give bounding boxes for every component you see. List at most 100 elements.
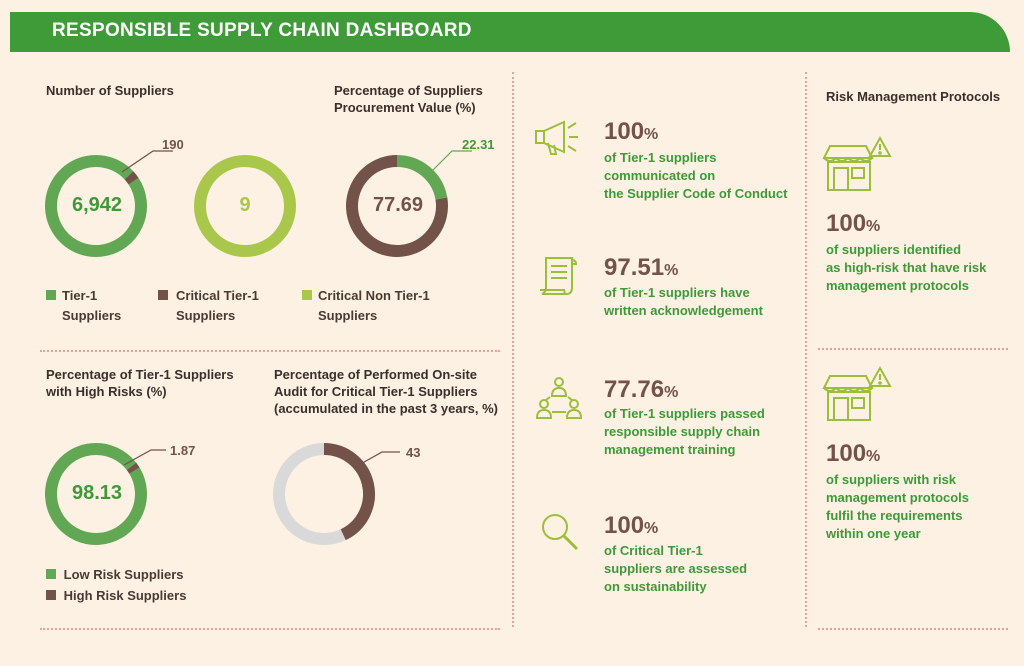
kpi-desc-4: of Critical Tier-1 suppliers are assesse… <box>604 542 747 596</box>
audit-title-line3: (accumulated in the past 3 years, %) <box>274 401 498 416</box>
divider-horizontal-right <box>818 348 1008 350</box>
kpi-desc-3: of Tier-1 suppliers passed responsible s… <box>604 405 765 459</box>
legend-label-critical-non-tier1-line2: Suppliers <box>318 308 378 323</box>
risk-value-2-number: 100 <box>826 440 867 467</box>
risk-desc-1-line3: management protocols <box>826 278 970 293</box>
risk-value-2-unit: % <box>866 448 881 465</box>
donut-slice-critical-tier1-value <box>346 155 448 257</box>
people-network-icon <box>535 376 583 420</box>
kpi-value-3-number: 77.76 <box>604 376 665 403</box>
header-banner <box>10 12 1010 52</box>
donut-slice-high-risk <box>126 462 140 474</box>
page-title: RESPONSIBLE SUPPLY CHAIN DASHBOARD <box>52 20 472 41</box>
legend-label-tier1-line2: Suppliers <box>62 308 122 323</box>
risk-desc-1: of suppliers identified as high-risk tha… <box>826 241 986 295</box>
legend-item-tier1: Tier-1 Suppliers <box>46 286 121 323</box>
audit-title-line2: Audit for Critical Tier-1 Suppliers <box>274 384 478 399</box>
donut-center-label-tier1: 6,942 <box>71 194 123 216</box>
kpi-desc-3-line1: of Tier-1 suppliers passed <box>604 406 765 421</box>
callout-label-22-31: 22.31 <box>462 137 495 152</box>
donut-center-label-critical-non-tier1: 9 <box>239 194 251 216</box>
risk-value-2: 100% <box>826 440 880 468</box>
kpi-value-3-unit: % <box>664 384 679 401</box>
callout-label-43: 43 <box>406 445 421 460</box>
kpi-desc-1-line2: communicated on <box>604 168 716 183</box>
kpi-value-2: 97.51% <box>604 254 678 282</box>
donut-critical-non-tier1 <box>194 155 296 257</box>
legend-item-high-risk: High Risk Suppliers <box>46 586 186 606</box>
high-risk-title-line2: with High Risks (%) <box>46 384 167 399</box>
donut-procurement-value <box>346 150 472 257</box>
donut-high-risk <box>44 443 166 545</box>
procurement-title: Percentage of Suppliers Procurement Valu… <box>334 82 483 116</box>
scroll-document-icon <box>538 254 580 296</box>
donut-slice-low-risk <box>44 443 147 545</box>
audit-title: Percentage of Performed On-site Audit fo… <box>274 366 498 417</box>
legend-label-tier1-line1: Tier-1 <box>62 288 98 303</box>
kpi-value-4-number: 100 <box>604 512 645 539</box>
legend-swatch-low-risk <box>46 569 56 579</box>
procurement-title-line2: Procurement Value (%) <box>334 100 476 115</box>
legend-label-critical-tier1-line2: Suppliers <box>176 308 236 323</box>
divider-bottom-right <box>818 628 1008 630</box>
legend-label-low-risk: Low Risk Suppliers <box>63 567 184 582</box>
high-risk-title-line1: Percentage of Tier-1 Suppliers <box>46 367 234 382</box>
risk-desc-1-line2: as high-risk that have risk <box>826 260 987 275</box>
callout-line-43 <box>356 451 400 467</box>
risk-desc-2-line2: management protocols <box>826 490 970 505</box>
kpi-desc-2-line1: of Tier-1 suppliers have <box>604 285 750 300</box>
donut-slice-performed <box>323 443 375 541</box>
shop-warning-icon <box>822 365 892 422</box>
kpi-desc-4-line1: of Critical Tier-1 <box>604 543 703 558</box>
risk-value-1-unit: % <box>866 218 881 235</box>
risk-desc-2-line4: within one year <box>826 526 921 541</box>
legend-swatch-critical-non-tier1 <box>302 290 312 300</box>
donut-number-of-suppliers <box>45 150 173 257</box>
divider-vertical-2 <box>805 72 807 627</box>
kpi-value-4-unit: % <box>644 520 659 537</box>
legend-label-critical-tier1-line1: Critical Tier-1 <box>176 288 259 303</box>
legend-swatch-tier1 <box>46 290 56 300</box>
audit-title-line1: Percentage of Performed On-site <box>274 367 477 382</box>
kpi-desc-3-line3: management training <box>604 442 736 457</box>
risk-desc-2-line1: of suppliers with risk <box>826 472 957 487</box>
kpi-desc-4-line2: suppliers are assessed <box>604 561 748 576</box>
divider-bottom-left <box>40 628 500 630</box>
callout-label-1-87: 1.87 <box>170 443 196 458</box>
donut-slice-critical-tier1 <box>124 171 139 185</box>
procurement-title-line1: Percentage of Suppliers <box>334 83 483 98</box>
divider-vertical-1 <box>512 72 514 627</box>
suppliers-title: Number of Suppliers <box>46 83 174 98</box>
kpi-value-2-unit: % <box>664 262 679 279</box>
legend-swatch-high-risk <box>46 590 56 600</box>
risk-desc-1-line1: of suppliers identified <box>826 242 962 257</box>
risk-protocols-title: Risk Management Protocols <box>826 89 1001 104</box>
megaphone-icon <box>534 118 580 158</box>
divider-horizontal-left <box>40 350 500 352</box>
callout-label-190: 190 <box>162 137 184 152</box>
kpi-value-1-unit: % <box>644 126 659 143</box>
kpi-desc-1-line3: the Supplier Code of Conduct <box>604 186 788 201</box>
donut-onsite-audit <box>273 443 400 545</box>
legend-item-critical-tier1: Critical Tier-1 Suppliers <box>158 286 259 323</box>
callout-line-22-31 <box>432 150 472 171</box>
kpi-value-1-number: 100 <box>604 118 645 145</box>
callout-line-1-87 <box>123 449 166 466</box>
kpi-desc-2: of Tier-1 suppliers have written acknowl… <box>604 284 763 320</box>
risk-desc-2: of suppliers with risk management protoc… <box>826 471 969 543</box>
callout-line-190 <box>121 150 173 173</box>
legend-label-critical-non-tier1-line1: Critical Non Tier-1 <box>318 288 430 303</box>
donut-slice-not-performed <box>273 443 346 545</box>
risk-value-1-number: 100 <box>826 210 867 237</box>
donut-center-label-low-risk: 98.13 <box>71 482 123 504</box>
kpi-value-1: 100% <box>604 118 658 146</box>
legend-item-critical-non-tier1: Critical Non Tier-1 Suppliers <box>302 286 430 323</box>
risk-desc-2-line3: fulfil the requirements <box>826 508 963 523</box>
shop-warning-icon <box>822 135 892 192</box>
donut-slice-tier1 <box>45 155 147 257</box>
magnifier-icon <box>540 512 580 552</box>
legend-swatch-critical-tier1 <box>158 290 168 300</box>
donut-slice-critical-non-tier1-value <box>396 155 448 200</box>
kpi-desc-2-line2: written acknowledgement <box>604 303 763 318</box>
